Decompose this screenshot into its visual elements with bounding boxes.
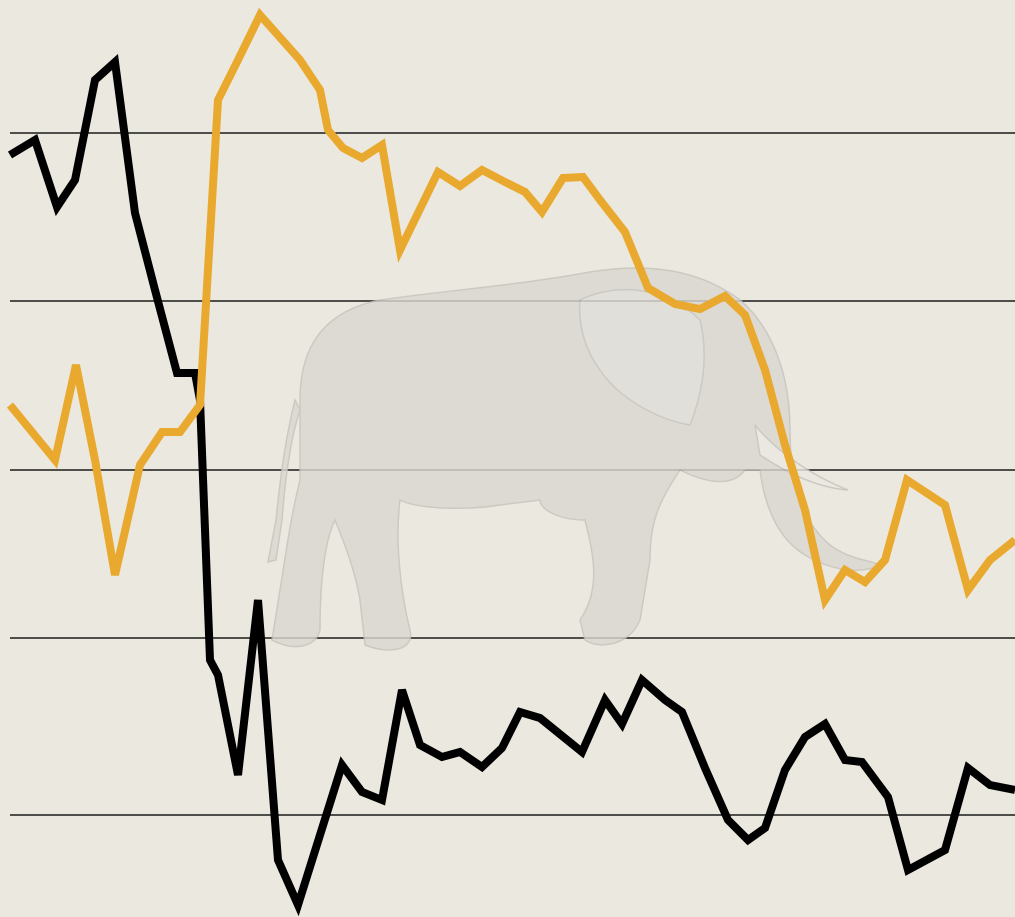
page: (() => { const data = JSON.parse(documen… — [0, 0, 1015, 917]
chart — [0, 0, 1015, 917]
